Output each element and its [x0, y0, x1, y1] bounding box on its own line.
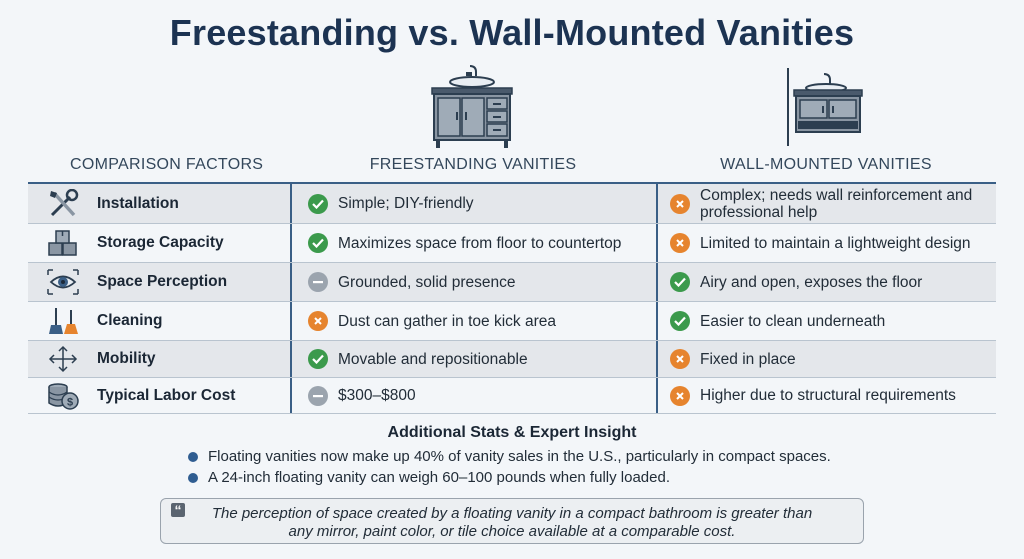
- freestanding-cell: Grounded, solid presence: [290, 263, 656, 301]
- header-freestanding: FREESTANDING VANITIES: [369, 156, 577, 173]
- check-icon: [670, 272, 690, 292]
- factor-cell: Cleaning: [28, 302, 290, 340]
- mop-broom-icon: [46, 306, 80, 336]
- comparison-table: COMPARISON FACTORS FREESTANDING VANITIES…: [28, 148, 996, 414]
- factor-cell: Storage Capacity: [28, 224, 290, 262]
- cross-icon: [308, 311, 328, 331]
- coins-icon: $: [46, 381, 80, 411]
- freestanding-text: Dust can gather in toe kick area: [338, 312, 556, 330]
- header-comparison-factors: COMPARISON FACTORS: [70, 156, 264, 173]
- wall-mounted-text: Limited to maintain a lightweight design: [700, 234, 971, 252]
- cross-icon: [670, 385, 690, 406]
- wall-mounted-text: Complex; needs wall reinforcement and pr…: [700, 186, 973, 221]
- bullet-dot-icon: [188, 472, 198, 483]
- stats-list: Floating vanities now make up 40% of van…: [188, 446, 831, 488]
- freestanding-cell: Maximizes space from floor to countertop: [290, 224, 656, 262]
- table-row: Installation Simple; DIY-friendly Comple…: [28, 184, 996, 224]
- freestanding-text: Movable and repositionable: [338, 350, 528, 368]
- table-row: Storage Capacity Maximizes space from fl…: [28, 224, 996, 263]
- wall-mounted-cell: Limited to maintain a lightweight design: [656, 224, 996, 262]
- page-title: Freestanding vs. Wall-Mounted Vanities: [169, 12, 855, 53]
- header-wall-mounted: WALL-MOUNTED VANITIES: [720, 156, 932, 173]
- boxes-icon: [46, 228, 80, 258]
- bullet-text: A 24-inch floating vanity can weigh 60–1…: [208, 469, 670, 486]
- table-header: COMPARISON FACTORS FREESTANDING VANITIES…: [28, 148, 996, 184]
- wall-mounted-text: Fixed in place: [700, 350, 796, 368]
- check-icon: [308, 233, 328, 253]
- wall-mounted-text: Easier to clean underneath: [700, 312, 886, 330]
- wall-mounted-text: Higher due to structural requirements: [700, 387, 956, 404]
- factor-label: Storage Capacity: [97, 234, 224, 251]
- wall-mounted-cell: Fixed in place: [656, 341, 996, 377]
- freestanding-cell: $300–$800: [290, 378, 656, 413]
- factor-label: Installation: [97, 194, 179, 212]
- table-row: Mobility Movable and repositionable Fixe…: [28, 341, 996, 378]
- quote-line-2: any mirror, paint color, or tile choice …: [288, 523, 736, 540]
- move-arrows-icon: [46, 344, 80, 374]
- check-icon: [670, 311, 690, 331]
- list-item: A 24-inch floating vanity can weigh 60–1…: [188, 467, 831, 488]
- wall-mounted-cell: Higher due to structural requirements: [656, 378, 996, 413]
- stats-title: Additional Stats & Expert Insight: [387, 424, 637, 441]
- factor-cell: Installation: [28, 184, 290, 223]
- check-icon: [308, 193, 328, 214]
- freestanding-cell: Simple; DIY-friendly: [290, 184, 656, 223]
- table-row: $ Typical Labor Cost $300–$800 Higher du…: [28, 378, 996, 414]
- freestanding-text: Grounded, solid presence: [338, 273, 516, 291]
- freestanding-text: Simple; DIY-friendly: [338, 195, 474, 212]
- neutral-icon: [308, 385, 328, 406]
- table-row: Cleaning Dust can gather in toe kick are…: [28, 302, 996, 341]
- freestanding-text: Maximizes space from floor to countertop: [338, 234, 622, 252]
- wall-mounted-cell: Airy and open, exposes the floor: [656, 263, 996, 301]
- quote-line-1: The perception of space created by a flo…: [211, 505, 813, 522]
- freestanding-cell: Movable and repositionable: [290, 341, 656, 377]
- neutral-icon: [308, 272, 328, 292]
- cross-icon: [670, 349, 690, 369]
- tools-icon: [46, 188, 80, 219]
- factor-cell: $ Typical Labor Cost: [28, 378, 290, 413]
- factor-label: Mobility: [97, 350, 156, 367]
- svg-text:$: $: [67, 396, 73, 408]
- cross-icon: [670, 193, 690, 214]
- factor-cell: Space Perception: [28, 263, 290, 301]
- wall-mounted-vanity-illustration: [787, 68, 863, 146]
- expert-quote: “ The perception of space created by a f…: [160, 498, 864, 544]
- freestanding-cell: Dust can gather in toe kick area: [290, 302, 656, 340]
- quote-icon: “: [171, 502, 185, 518]
- list-item: Floating vanities now make up 40% of van…: [188, 446, 831, 467]
- wall-mounted-cell: Complex; needs wall reinforcement and pr…: [656, 184, 996, 223]
- cross-icon: [670, 233, 690, 253]
- eye-icon: [46, 267, 80, 297]
- wall-mounted-cell: Easier to clean underneath: [656, 302, 996, 340]
- freestanding-text: $300–$800: [338, 387, 416, 404]
- bullet-text: Floating vanities now make up 40% of van…: [208, 448, 831, 465]
- wall-mounted-text: Airy and open, exposes the floor: [700, 273, 923, 291]
- factor-label: Typical Labor Cost: [97, 386, 236, 404]
- freestanding-vanity-illustration: [431, 65, 513, 148]
- factor-label: Cleaning: [97, 312, 163, 329]
- bullet-dot-icon: [188, 451, 198, 462]
- factor-label: Space Perception: [97, 273, 228, 290]
- factor-cell: Mobility: [28, 341, 290, 377]
- table-row: Space Perception Grounded, solid presenc…: [28, 263, 996, 302]
- check-icon: [308, 349, 328, 369]
